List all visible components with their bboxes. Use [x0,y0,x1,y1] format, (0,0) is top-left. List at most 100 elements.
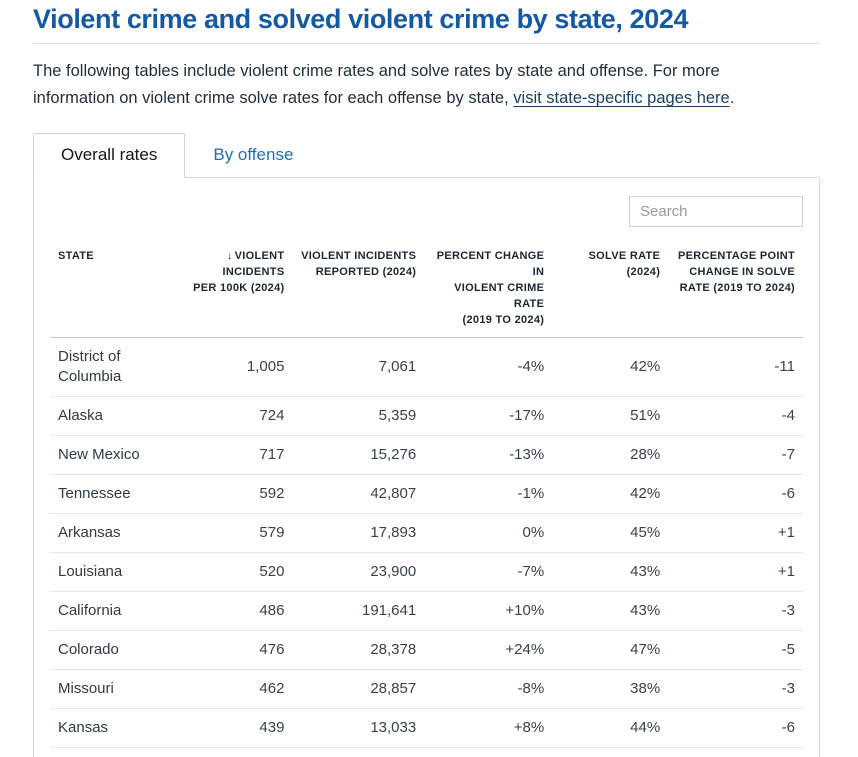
cell-reported: 42,807 [292,474,425,514]
cell-per-100k: 437 [178,747,293,757]
column-header-per-100k-label: Violent incidents per 100k (2024) [193,250,285,294]
cell-solve-rate: 43% [552,552,669,592]
cell-per-100k: 520 [178,552,293,592]
cell-reported: 13,033 [292,708,425,748]
column-header-reported[interactable]: Violent incidents reported (2024) [292,246,425,338]
cell-solve-rate: 38% [552,669,669,709]
cell-reported: 15,276 [292,435,425,475]
cell-pct-change: +24% [424,630,553,670]
cell-state: Kansas [50,708,178,748]
page-title: Violent crime and solved violent crime b… [33,4,689,34]
cell-solve-rate: 42% [552,337,669,397]
cell-pp-change: -6 [668,708,803,748]
cell-pct-change: 0% [424,513,553,553]
cell-per-100k: 1,005 [178,337,293,397]
table-row: California 486 191,641 +10% 43% -3 [50,591,803,631]
cell-per-100k: 717 [178,435,293,475]
cell-solve-rate: 45% [552,513,669,553]
column-header-pp-change[interactable]: Percentage point change in solve rate (2… [668,246,803,338]
search-row [50,196,803,227]
cell-pp-change: -7 [668,435,803,475]
cell-reported: 17,893 [292,513,425,553]
cell-state: Colorado [50,630,178,670]
column-header-pct-change[interactable]: Percent change in violent crime rate (20… [424,246,553,338]
cell-state: Tennessee [50,474,178,514]
table-row: South Carolina 437 23,927 -15% 50% +1 [50,747,803,757]
cell-per-100k: 579 [178,513,293,553]
cell-pp-change: -4 [668,396,803,436]
cell-reported: 28,857 [292,669,425,709]
cell-solve-rate: 50% [552,747,669,757]
cell-pct-change: -1% [424,474,553,514]
cell-state: South Carolina [50,747,178,757]
cell-solve-rate: 42% [552,474,669,514]
cell-state: California [50,591,178,631]
table-body: District of Columbia 1,005 7,061 -4% 42%… [50,337,803,757]
tab-by-offense[interactable]: By offense [213,145,294,164]
cell-per-100k: 476 [178,630,293,670]
state-specific-pages-link[interactable]: visit state-specific pages here [513,89,730,107]
cell-state: Missouri [50,669,178,709]
crime-table: State ↓ Violent incidents per 100k (2024)… [50,246,803,757]
cell-reported: 5,359 [292,396,425,436]
table-panel: State ↓Violent incidents per 100k (2024)… [33,177,820,757]
table-row: Kansas 439 13,033 +8% 44% -6 [50,708,803,748]
cell-per-100k: 592 [178,474,293,514]
sort-descending-icon: ↓ [226,250,233,262]
cell-state: Louisiana [50,552,178,592]
cell-pct-change: +10% [424,591,553,631]
cell-pct-change: -13% [424,435,553,475]
cell-pct-change: -7% [424,552,553,592]
cell-solve-rate: 43% [552,591,669,631]
cell-state: Alaska [50,396,178,436]
column-header-state-label: State [58,250,94,262]
cell-pp-change: +1 [668,747,803,757]
cell-pp-change: +1 [668,513,803,553]
cell-solve-rate: 51% [552,396,669,436]
cell-pp-change: -11 [668,337,803,397]
table-row: Arkansas 579 17,893 0% 45% +1 [50,513,803,553]
cell-pct-change: -15% [424,747,553,757]
cell-pct-change: -4% [424,337,553,397]
table-row: District of Columbia 1,005 7,061 -4% 42%… [50,337,803,397]
cell-state: District of Columbia [50,337,178,397]
cell-state: New Mexico [50,435,178,475]
table-row: Alaska 724 5,359 -17% 51% -4 [50,396,803,436]
cell-pp-change: -3 [668,669,803,709]
title-divider [33,43,820,44]
intro-paragraph: The following tables include violent cri… [33,58,793,112]
table-row: Colorado 476 28,378 +24% 47% -5 [50,630,803,670]
cell-state: Arkansas [50,513,178,553]
column-header-reported-label: Violent incidents reported (2024) [301,250,417,278]
cell-per-100k: 462 [178,669,293,709]
column-header-per-100k[interactable]: ↓ Violent incidents per 100k (2024) [178,246,293,338]
table-header: State ↓ Violent incidents per 100k (2024)… [50,246,803,338]
cell-reported: 23,900 [292,552,425,592]
cell-per-100k: 486 [178,591,293,631]
cell-pp-change: -5 [668,630,803,670]
cell-reported: 7,061 [292,337,425,397]
cell-solve-rate: 44% [552,708,669,748]
table-row: Missouri 462 28,857 -8% 38% -3 [50,669,803,709]
cell-pct-change: -8% [424,669,553,709]
cell-solve-rate: 47% [552,630,669,670]
column-header-pct-change-label: Percent change in violent crime rate (20… [436,250,545,326]
tab-overall-rates[interactable]: Overall rates [33,133,186,178]
cell-pp-change: -6 [668,474,803,514]
table-row: Louisiana 520 23,900 -7% 43% +1 [50,552,803,592]
table-row: Tennessee 592 42,807 -1% 42% -6 [50,474,803,514]
column-header-solve-rate-label: Solve rate (2024) [588,250,661,278]
column-header-solve-rate[interactable]: Solve rate (2024) [552,246,669,338]
cell-per-100k: 724 [178,396,293,436]
table-row: New Mexico 717 15,276 -13% 28% -7 [50,435,803,475]
column-header-state[interactable]: State [50,246,178,338]
cell-pp-change: +1 [668,552,803,592]
cell-reported: 23,927 [292,747,425,757]
cell-solve-rate: 28% [552,435,669,475]
intro-text-before-link: The following tables include violent cri… [33,62,720,107]
search-input[interactable] [629,196,803,227]
cell-reported: 28,378 [292,630,425,670]
tab-bar: Overall rates By offense [33,133,820,178]
cell-pct-change: -17% [424,396,553,436]
